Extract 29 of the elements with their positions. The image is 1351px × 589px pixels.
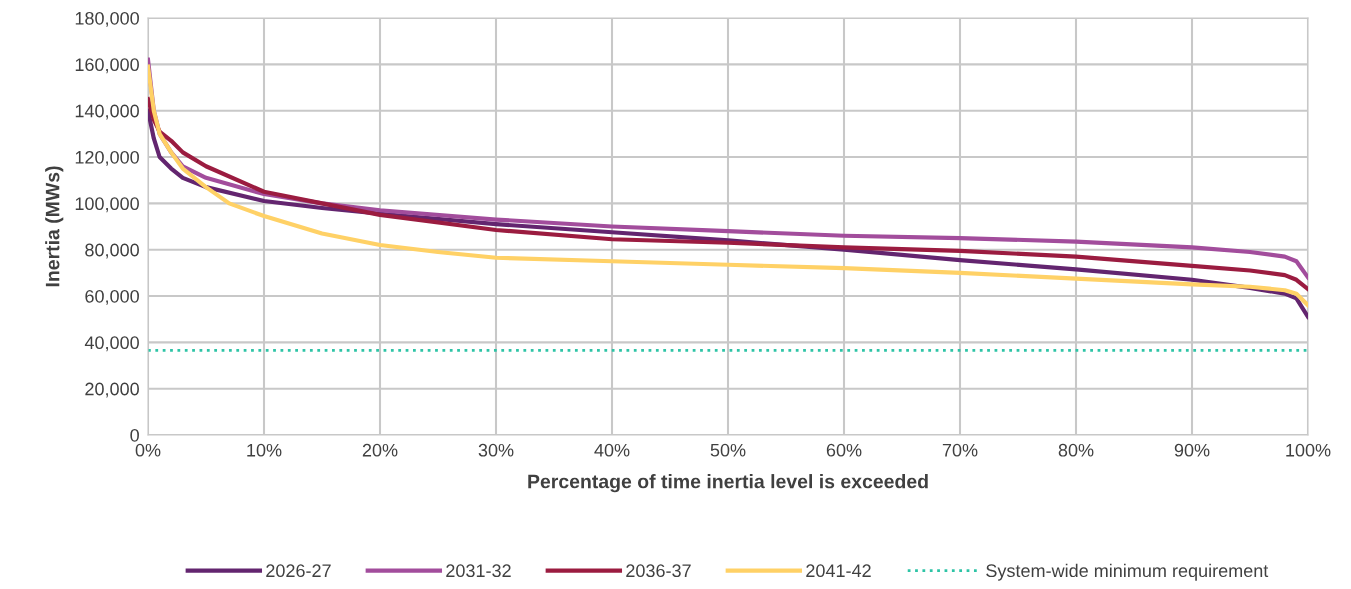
x-tick-label: 30% <box>478 443 514 457</box>
x-tick-label: 10% <box>247 443 282 457</box>
x-tick-label: 20% <box>362 443 398 457</box>
x-tick-label: 50% <box>710 443 746 457</box>
y-tick-label: 120,000 <box>75 150 139 166</box>
x-tick-label: 70% <box>942 443 978 457</box>
y-tick-label: 20,000 <box>85 382 139 398</box>
y-axis-title: Inertia (MWs) <box>45 166 64 287</box>
x-tick-label: 80% <box>1058 443 1094 457</box>
legend-label: 2041-42 <box>806 564 871 578</box>
y-tick-label: 140,000 <box>75 104 139 120</box>
legend-label: 2026-27 <box>266 564 331 578</box>
x-tick-label: 100% <box>1286 443 1331 457</box>
x-tick-label: 40% <box>594 443 630 457</box>
x-tick-label: 90% <box>1174 443 1210 457</box>
legend-label: 2031-32 <box>446 564 511 578</box>
y-tick-label: 60,000 <box>85 289 139 305</box>
x-tick-label: 60% <box>826 443 862 457</box>
y-tick-label: 0 <box>130 428 139 442</box>
x-axis-title: Percentage of time inertia level is exceeded <box>528 474 928 493</box>
y-tick-label: 180,000 <box>75 11 139 27</box>
y-tick-label: 40,000 <box>84 336 139 352</box>
legend-label: System-wide minimum requirement <box>986 563 1269 581</box>
line-series <box>148 96 1308 292</box>
y-tick-label: 80,000 <box>85 243 139 259</box>
y-tick-label: 160,000 <box>75 58 139 74</box>
x-tick-label: 0% <box>135 443 161 457</box>
y-tick-label: 100,000 <box>75 197 139 213</box>
legend-label: 2036-37 <box>626 564 691 578</box>
